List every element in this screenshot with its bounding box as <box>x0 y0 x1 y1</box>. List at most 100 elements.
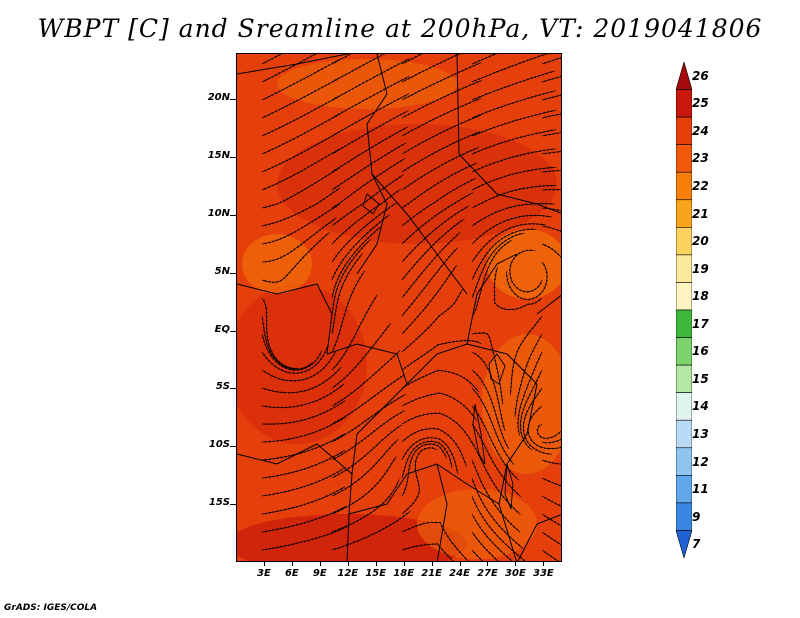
streamline <box>541 531 561 546</box>
chart-title: WBPT [C] and Sreamline at 200hPa, VT: 20… <box>37 14 763 43</box>
lat-label: 20N <box>207 92 230 104</box>
lon-tick <box>543 562 545 566</box>
lon-tick <box>347 562 349 566</box>
colorbar-segment <box>676 364 692 393</box>
streamline <box>541 495 561 508</box>
colorbar-label: 7 <box>692 537 701 552</box>
lat-label: 10N <box>207 207 230 219</box>
colorbar-segment <box>676 447 692 476</box>
colorbar-label: 20 <box>692 234 709 249</box>
colorbar-segment <box>676 89 692 118</box>
streamlines <box>261 54 561 561</box>
colorbar-label: 13 <box>692 427 709 441</box>
lon-label: 30E <box>505 568 526 579</box>
streamline <box>536 423 561 440</box>
lon-label: 12E <box>337 568 359 579</box>
colorbar-segment <box>676 199 692 228</box>
colorbar-label: 25 <box>692 96 709 111</box>
streamline <box>471 239 512 317</box>
lon-tick <box>431 562 433 566</box>
streamline <box>401 412 475 446</box>
streamline <box>331 510 411 551</box>
streamline <box>401 521 469 561</box>
lon-label: 6E <box>284 568 299 579</box>
streamline <box>541 549 561 561</box>
streamline <box>471 184 557 209</box>
colorbar-label: 18 <box>692 289 709 304</box>
colorbar-label: 23 <box>692 151 709 166</box>
lon-label: 18E <box>393 568 415 579</box>
lon-tick <box>459 562 461 566</box>
lat-tick <box>230 504 236 506</box>
colorbar-label: 16 <box>692 344 709 359</box>
colorbar-label: 22 <box>692 179 709 193</box>
map-canvas <box>237 54 561 561</box>
colorbar-label: 19 <box>692 261 709 276</box>
colorbar-segment <box>676 171 692 201</box>
colorbar-segment <box>676 392 692 421</box>
lat-label: EQ <box>214 323 230 335</box>
streamline <box>401 427 467 467</box>
colorbar-label: 26 <box>692 68 709 83</box>
colorbar-segment <box>676 309 692 338</box>
colorbar-segment <box>676 337 692 366</box>
lon-tick <box>291 562 293 566</box>
streamline <box>261 232 330 284</box>
lon-tick <box>487 562 489 566</box>
lat-tick <box>230 388 236 390</box>
colorbar-segment <box>676 144 692 173</box>
colorbar-segment <box>676 419 692 449</box>
streamline <box>471 549 487 561</box>
lat-tick <box>230 446 236 448</box>
streamline <box>401 339 482 371</box>
colorbar-segment <box>676 530 692 558</box>
lat-label: 15N <box>207 150 230 162</box>
colorbar-segment <box>676 502 692 531</box>
streamline <box>541 477 561 487</box>
lon-label: 3E <box>257 568 271 579</box>
lon-label: 21E <box>421 568 442 579</box>
streamline <box>471 166 557 191</box>
colorbar-label: 15 <box>692 371 709 386</box>
colorbar-segment <box>676 475 692 504</box>
streamline <box>541 243 561 262</box>
lat-label: 15S <box>208 497 230 509</box>
lat-tick <box>230 157 236 159</box>
lon-label: 9E <box>312 568 327 579</box>
colorbar-label: 24 <box>692 123 709 138</box>
streamline <box>401 446 437 515</box>
lakes <box>362 193 514 510</box>
lat-tick <box>230 214 236 216</box>
grads-credit: GrADS: IGES/COLA <box>4 603 98 613</box>
streamline <box>401 392 478 422</box>
streamline <box>527 405 561 450</box>
colorbar-segment <box>676 62 692 90</box>
colorbar-segment <box>676 282 692 311</box>
lat-tick <box>230 330 236 332</box>
streamline <box>541 513 561 528</box>
country-borders <box>237 54 561 561</box>
lon-label: 24E <box>449 568 470 579</box>
colorbar-label: 21 <box>692 206 709 221</box>
lat-tick <box>230 272 236 274</box>
colorbar-label: 9 <box>692 509 701 524</box>
streamline <box>471 531 503 561</box>
colorbar-label: 11 <box>692 482 709 497</box>
lon-label: 33E <box>532 568 554 579</box>
colorbar-label: 12 <box>692 454 709 469</box>
colorbar-segment <box>676 227 692 256</box>
streamline <box>471 148 557 173</box>
colorbar <box>676 62 692 558</box>
colorbar-label: 14 <box>692 399 709 414</box>
lon-tick <box>263 562 265 566</box>
lat-label: 5S <box>215 381 230 393</box>
lon-label: 27E <box>477 568 498 579</box>
lat-label: 10S <box>208 439 230 451</box>
lon-tick <box>515 562 517 566</box>
colorbar-segment <box>676 254 692 283</box>
streamline <box>261 526 347 551</box>
lon-tick <box>403 562 405 566</box>
lon-tick <box>319 562 321 566</box>
lat-tick <box>230 99 236 101</box>
streamline <box>401 369 479 393</box>
